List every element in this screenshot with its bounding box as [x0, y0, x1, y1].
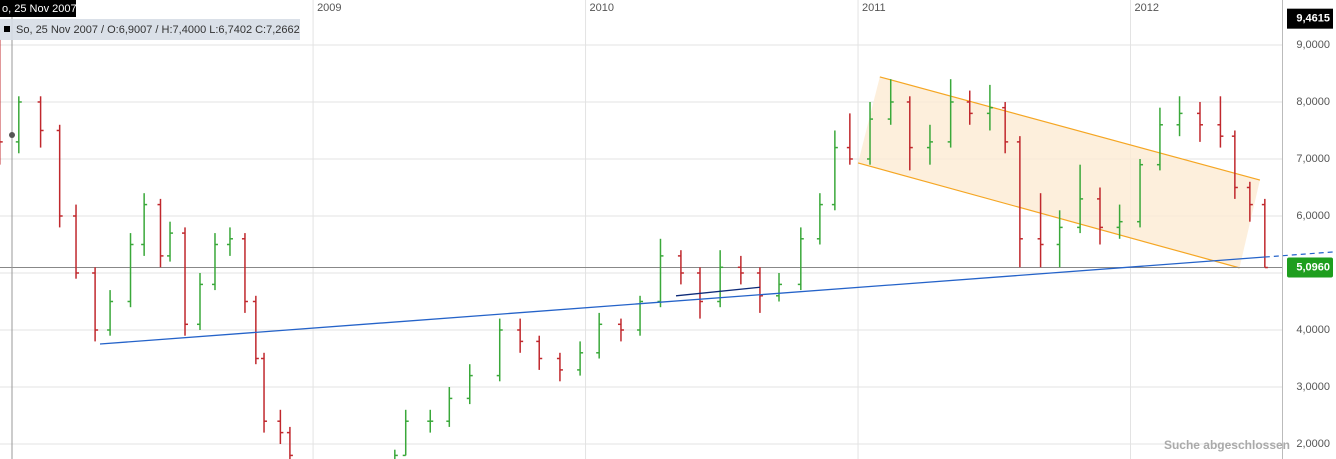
crosshair-price-label: 9,4615	[1296, 13, 1330, 25]
plot-area: 2009 2010 2011 2012	[0, 0, 1282, 459]
x-tick-label: 2009	[317, 2, 341, 14]
trendline	[99, 256, 1265, 345]
y-tick-label: 9,0000	[1296, 39, 1330, 51]
last-price-label: 5,0960	[1296, 261, 1330, 273]
channel-line	[857, 162, 1240, 269]
x-tick-label: 2010	[590, 2, 614, 14]
y-tick-label: 2,0000	[1296, 438, 1330, 450]
channel-fill	[858, 76, 1260, 268]
trendline	[675, 286, 761, 297]
y-tick-label: 4,0000	[1296, 324, 1330, 336]
y-axis: 2,00003,00004,00005,00006,00007,00008,00…	[1296, 39, 1330, 450]
trendline-extension	[1264, 251, 1336, 258]
status-text: Suche abgeschlossen	[1164, 438, 1290, 452]
tooltip-box	[0, 19, 300, 40]
y-tick-label: 7,0000	[1296, 153, 1330, 165]
y-tick-label: 8,0000	[1296, 96, 1330, 108]
crosshair-date: o, 25 Nov 2007	[2, 3, 77, 15]
last-price-box	[1287, 257, 1333, 278]
x-tick-label: 2011	[862, 2, 886, 14]
tooltip-text: So, 25 Nov 2007 / O:6,9007 / H:7,4000 L:…	[16, 24, 300, 36]
date-box	[0, 0, 76, 17]
crosshair-dot	[9, 132, 15, 138]
x-tick-label: 2012	[1135, 2, 1159, 14]
channel-line	[879, 76, 1261, 181]
crosshair-price-box	[1287, 8, 1333, 29]
y-tick-label: 6,0000	[1296, 210, 1330, 222]
tooltip-icon	[4, 26, 10, 32]
y-tick-label: 3,0000	[1296, 381, 1330, 393]
